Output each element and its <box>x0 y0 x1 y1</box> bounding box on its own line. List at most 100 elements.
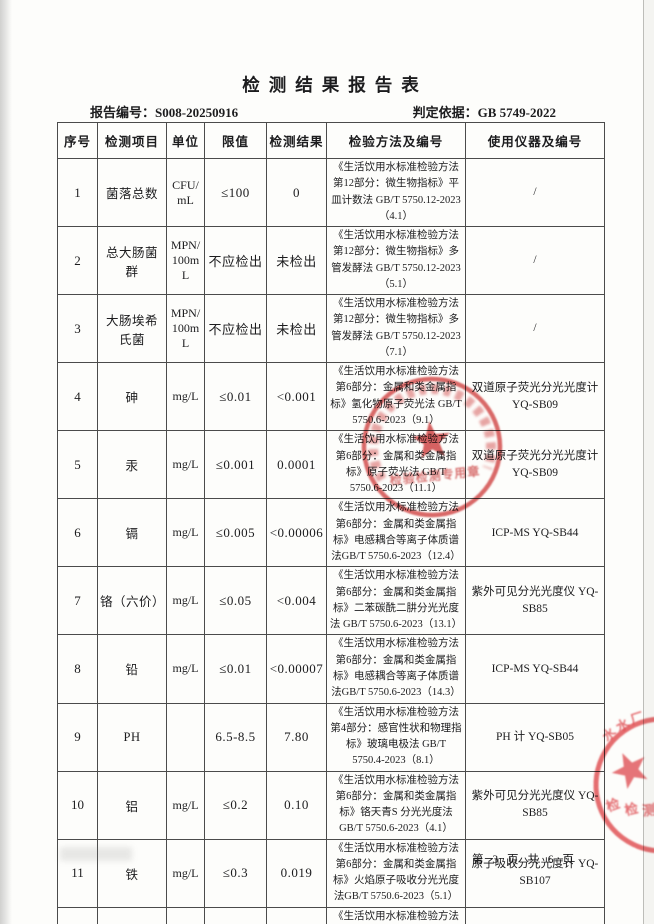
seal-ring <box>593 716 654 854</box>
col-header-result: 检测结果 <box>266 122 327 159</box>
round-seal-center: 检验检测专用章 <box>361 376 503 518</box>
cell-no: 2 <box>57 226 98 296</box>
table-row: 7 铬（六价） mg/L ≤0.05 <0.004 《生活饮用水标准检验方法 第… <box>57 566 605 636</box>
cell-unit: mg/L <box>166 906 205 924</box>
cell-limit: ≤0.3 <box>204 838 267 908</box>
cell-instrument: / <box>465 294 605 364</box>
cell-result: 7.80 <box>266 702 327 772</box>
cell-result: 未检出 <box>266 294 327 364</box>
cell-unit: mg/L <box>166 634 205 704</box>
cell-result: <0.004 <box>266 566 327 636</box>
judgment-basis: 判定依据：GB 5749-2022 <box>413 102 556 121</box>
col-header-unit: 单位 <box>166 122 205 159</box>
cell-item: PH <box>97 702 167 772</box>
cell-limit: ≤0.2 <box>204 770 267 840</box>
col-header-no: 序号 <box>57 122 98 159</box>
cell-unit: mg/L <box>166 566 205 636</box>
cell-result: <0.00006 <box>266 498 327 568</box>
cell-unit: mg/L <box>166 770 205 840</box>
cell-limit: ≤0.1 <box>204 906 267 924</box>
results-table: 序号 检测项目 单位 限值 检测结果 检验方法及编号 使用仪器及编号 1 菌落总… <box>57 122 605 924</box>
cell-limit: 6.5-8.5 <box>204 702 267 772</box>
cell-result: 0.005 <box>266 906 327 924</box>
cell-item: 总大肠菌群 <box>97 226 167 296</box>
cell-result: 0.10 <box>266 770 327 840</box>
cell-limit: 不应检出 <box>204 294 267 364</box>
cell-instrument: / <box>465 157 605 228</box>
report-meta: 报告编号：S008-20250916 判定依据：GB 5749-2022 <box>57 102 604 121</box>
cell-method: 《生活饮用水标准检验方法 第4部分：感官性状和物理指标》玻璃电极法 GB/T 5… <box>326 702 466 772</box>
judgment-basis-value: GB 5749-2022 <box>477 105 556 120</box>
cell-method: 《生活饮用水标准检验方法 第6部分：金属和类金属指标》原子荧光法 GB/T 57… <box>326 430 466 500</box>
table-row: 11 铁 mg/L ≤0.3 0.019 《生活饮用水标准检验方法 第6部分：金… <box>57 838 605 908</box>
page-title: 检测结果报告表 <box>242 75 428 95</box>
page-number: 第 3 页 共 6 页 <box>472 854 577 866</box>
table-header-row: 序号 检测项目 单位 限值 检测结果 检验方法及编号 使用仪器及编号 <box>57 122 605 159</box>
report-number-label: 报告编号： <box>90 105 156 120</box>
table-row: 10 铝 mg/L ≤0.2 0.10 《生活饮用水标准检验方法 第6部分：金属… <box>57 770 605 840</box>
cell-method: 《生活饮用水标准检验方法 第6部分：金属和类金属指标》电感耦合等离子体质谱法GB… <box>326 498 466 568</box>
cell-item: 砷 <box>97 362 167 432</box>
cell-item: 锰 <box>97 906 167 924</box>
round-seal-right-edge: 水水厂 检检测 <box>593 709 654 854</box>
cell-item: 菌落总数 <box>97 157 167 228</box>
cell-instrument: 原子吸收分光光度计 YQ-SB107 <box>465 906 605 924</box>
cell-item: 铅 <box>97 634 167 704</box>
report-number: 报告编号：S008-20250916 <box>90 102 238 121</box>
table-row: 8 铅 mg/L ≤0.01 <0.00007 《生活饮用水标准检验方法 第6部… <box>57 634 605 704</box>
seal-star-icon <box>611 753 648 789</box>
table-row: 2 总大肠菌群 MPN/100mL 不应检出 未检出 《生活饮用水标准检验方法 … <box>57 226 605 296</box>
cell-method: 《生活饮用水标准检验方法 第6部分：金属和类金属指标》火焰原子吸收分光光度法GB… <box>326 838 466 908</box>
scan-smudge <box>60 847 132 861</box>
cell-item: 铬（六价） <box>97 566 167 636</box>
table-row: 9 PH 6.5-8.5 7.80 《生活饮用水标准检验方法 第4部分：感官性状… <box>57 702 605 772</box>
seal-star-icon <box>411 421 450 459</box>
cell-item: 汞 <box>97 430 167 500</box>
cell-method: 《生活饮用水标准检验方法 第6部分：金属和类金属指标》二苯碳酰二肼分光光度法 G… <box>326 566 466 636</box>
cell-instrument: ICP-MS YQ-SB44 <box>465 634 605 704</box>
col-header-limit: 限值 <box>204 122 267 159</box>
scan-edge-line-right <box>643 0 644 924</box>
cell-unit: MPN/100mL <box>166 294 205 364</box>
cell-limit: ≤0.01 <box>204 362 267 432</box>
cell-no: 5 <box>57 430 98 500</box>
cell-unit: mg/L <box>166 838 205 908</box>
scan-edge-margin-right <box>644 0 654 924</box>
cell-method: 《生活饮用水标准检验方法 第12部分：微生物指标》平皿计数法 GB/T 5750… <box>326 157 466 228</box>
cell-no: 12 <box>57 906 98 924</box>
cell-unit <box>166 702 205 772</box>
cell-instrument: 紫外可见分光光度仪 YQ-SB85 <box>465 566 605 636</box>
cell-unit: mg/L <box>166 430 205 500</box>
table-row: 4 砷 mg/L ≤0.01 <0.001 《生活饮用水标准检验方法 第6部分：… <box>57 362 605 432</box>
cell-instrument: ICP-MS YQ-SB44 <box>465 498 605 568</box>
cell-no: 11 <box>57 838 98 908</box>
cell-no: 7 <box>57 566 98 636</box>
table-row: 12 锰 mg/L ≤0.1 0.005 《生活饮用水标准检验方法 第6部分：金… <box>57 906 605 924</box>
cell-limit: ≤100 <box>204 157 267 228</box>
table-row: 1 菌落总数 CFU/mL ≤100 0 《生活饮用水标准检验方法 第12部分：… <box>57 157 605 228</box>
cell-result: 0 <box>266 157 327 228</box>
table-row: 5 汞 mg/L ≤0.001 0.0001 《生活饮用水标准检验方法 第6部分… <box>57 430 605 500</box>
cell-instrument: 原子吸收分光光度计 YQ-SB107 <box>465 838 605 908</box>
cell-method: 《生活饮用水标准检验方法 第12部分：微生物指标》多管发酵法 GB/T 5750… <box>326 226 466 296</box>
scan-edge-shadow-left <box>0 0 12 924</box>
cell-result: 未检出 <box>266 226 327 296</box>
col-header-instrument: 使用仪器及编号 <box>465 122 605 159</box>
cell-instrument: PH 计 YQ-SB05 <box>465 702 605 772</box>
cell-method: 《生活饮用水标准检验方法 第6部分：金属和类金属指标》铬天青S 分光光度法 GB… <box>326 770 466 840</box>
cell-no: 3 <box>57 294 98 364</box>
cell-no: 1 <box>57 157 98 228</box>
cell-unit: MPN/100mL <box>166 226 205 296</box>
cell-limit: ≤0.05 <box>204 566 267 636</box>
cell-method: 《生活饮用水标准检验方法 第6部分：金属和类金属指标》电感耦合等离子体质谱法GB… <box>326 634 466 704</box>
cell-unit: mg/L <box>166 362 205 432</box>
col-header-item: 检测项目 <box>97 122 167 159</box>
cell-limit: ≤0.005 <box>204 498 267 568</box>
cell-instrument: 紫外可见分光光度仪 YQ-SB85 <box>465 770 605 840</box>
seal-bottom-arc-text: 检检测 <box>603 790 654 824</box>
cell-no: 6 <box>57 498 98 568</box>
table-row: 3 大肠埃希氏菌 MPN/100mL 不应检出 未检出 《生活饮用水标准检验方法… <box>57 294 605 364</box>
cell-result: <0.001 <box>266 362 327 432</box>
cell-limit: ≤0.001 <box>204 430 267 500</box>
